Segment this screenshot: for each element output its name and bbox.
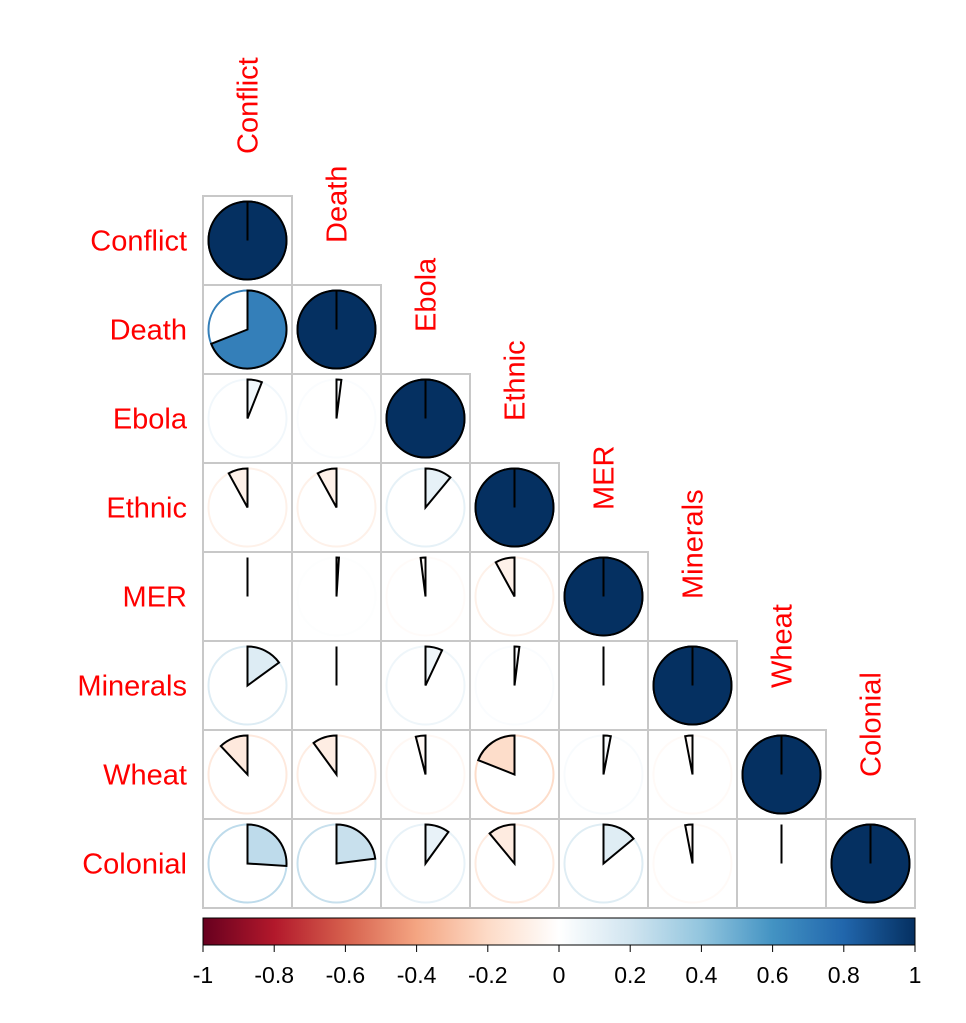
column-label: Ethnic: [500, 340, 532, 421]
pie-wedge: [414, 734, 427, 775]
pie-MER-Ebola: [385, 556, 466, 637]
pie-wedge: [684, 734, 694, 775]
pie-wedge: [424, 823, 450, 867]
pie-wedge: [227, 467, 249, 508]
pie-Minerals-MER: [563, 645, 644, 726]
pie-Wheat-Death: [296, 734, 377, 815]
pie-wedge: [246, 645, 281, 688]
row-label: Ebola: [113, 404, 188, 436]
pie-wedge: [494, 556, 516, 597]
colorbar-tick-label: -1: [193, 962, 213, 988]
pie-wedge: [246, 378, 264, 419]
column-label: Wheat: [767, 604, 799, 688]
pie-wedge: [424, 645, 444, 686]
pie-Colonial-Minerals: [652, 823, 733, 904]
pie-Minerals-Ethnic: [474, 645, 555, 726]
pie-Colonial-Ethnic: [474, 823, 555, 904]
pie-Ebola-Death: [296, 378, 377, 459]
pie-Minerals-Conflict: [207, 645, 288, 726]
pie-Wheat-Conflict: [207, 734, 288, 815]
pie-Wheat-MER: [563, 734, 644, 815]
pie-Wheat-Ebola: [385, 734, 466, 815]
pie-wedge: [602, 823, 635, 866]
colorbar-tick-label: 0.8: [828, 962, 860, 988]
pie-wedge: [316, 467, 338, 508]
pie-Conflict-Conflict: [207, 200, 288, 281]
colorbar-tick-label: 1: [909, 962, 922, 988]
pie-wedge: [476, 734, 516, 776]
column-label: Minerals: [678, 489, 710, 599]
pie-MER-Ethnic: [474, 556, 555, 637]
colorbar: [202, 917, 916, 946]
pie-Death-Death: [296, 289, 377, 370]
pie-Colonial-Wheat: [741, 823, 822, 904]
pie-wedge: [684, 823, 694, 864]
pie-Wheat-Wheat: [741, 734, 822, 815]
pie-MER-Conflict: [207, 556, 288, 637]
pie-Ethnic-Death: [296, 467, 377, 548]
pie-Wheat-Ethnic: [474, 734, 555, 815]
column-label: Conflict: [233, 57, 265, 154]
pie-wedge: [602, 734, 612, 775]
pie-Colonial-Conflict: [207, 823, 288, 904]
pie-Colonial-MER: [563, 823, 644, 904]
pie-Colonial-Ebola: [385, 823, 466, 904]
row-label: Wheat: [103, 760, 187, 792]
pie-MER-Death: [296, 556, 377, 637]
pie-wedge: [312, 734, 338, 778]
row-label: Colonial: [82, 849, 187, 881]
pie-wedge: [513, 645, 521, 686]
pie-wedge: [419, 556, 427, 597]
row-label: Ethnic: [106, 493, 187, 525]
pie-wedge: [246, 823, 288, 868]
pie-Minerals-Ebola: [385, 645, 466, 726]
pie-wedge: [488, 823, 516, 867]
pie-wedge: [335, 378, 343, 419]
colorbar-tick-label: -0.4: [397, 962, 437, 988]
column-label: Ebola: [411, 257, 443, 332]
colorbar-tick-label: -0.2: [468, 962, 508, 988]
pie-Ebola-Conflict: [207, 378, 288, 459]
row-label: MER: [123, 582, 187, 614]
pie-Ebola-Ebola: [385, 378, 466, 459]
pie-Death-Conflict: [207, 289, 288, 370]
pie-Colonial-Death: [296, 823, 377, 904]
pie-wedge: [335, 823, 377, 865]
colorbar-tick-label: -0.8: [254, 962, 294, 988]
pie-Minerals-Death: [296, 645, 377, 726]
column-label: Death: [322, 166, 354, 243]
pie-Minerals-Minerals: [652, 645, 733, 726]
pie-wedge: [209, 289, 288, 370]
column-label: Colonial: [856, 672, 888, 777]
colorbar-tick-label: -0.6: [326, 962, 366, 988]
pie-wedge: [219, 734, 249, 778]
pie-wedge: [335, 556, 341, 597]
pie-MER-MER: [563, 556, 644, 637]
pie-Colonial-Colonial: [830, 823, 911, 904]
row-label: Death: [110, 315, 187, 347]
pie-Ethnic-Ebola: [385, 467, 466, 548]
colorbar-tick-label: 0.6: [757, 962, 789, 988]
pie-Wheat-Minerals: [652, 734, 733, 815]
pie-Ethnic-Ethnic: [474, 467, 555, 548]
row-label: Minerals: [77, 671, 187, 703]
row-label: Conflict: [90, 226, 187, 258]
colorbar-tick-label: 0: [553, 962, 566, 988]
pie-Ethnic-Conflict: [207, 467, 288, 548]
colorbar-tick-label: 0.4: [685, 962, 717, 988]
column-label: MER: [589, 446, 621, 510]
pie-wedge: [424, 467, 452, 511]
colorbar-tick-label: 0.2: [614, 962, 646, 988]
